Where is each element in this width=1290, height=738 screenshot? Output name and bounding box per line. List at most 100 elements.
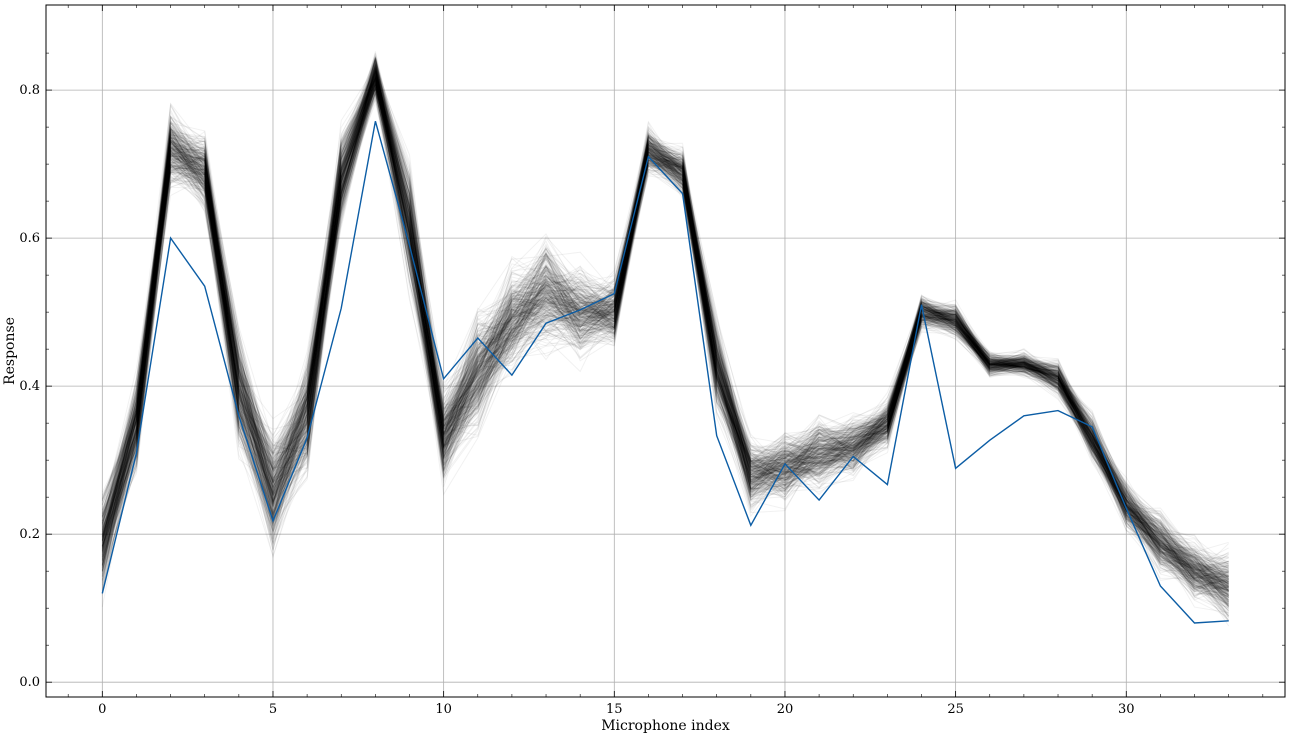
ensemble-line xyxy=(101,67,1229,565)
ensemble-line xyxy=(101,85,1230,622)
ensemble-line xyxy=(101,70,1230,611)
ensemble-line xyxy=(101,80,1229,592)
ensemble-line xyxy=(101,66,1229,565)
ensemble-line xyxy=(101,71,1229,572)
y-axis-label: Response xyxy=(2,317,18,385)
ensemble-line xyxy=(101,76,1230,605)
ensemble-line xyxy=(101,64,1229,571)
ensemble-line xyxy=(101,83,1229,572)
ensemble-line xyxy=(101,77,1230,599)
ensemble-line xyxy=(101,68,1229,585)
ensemble-line xyxy=(101,70,1230,591)
ensemble-line xyxy=(101,72,1229,597)
ensemble-line xyxy=(101,86,1229,601)
ensemble-line xyxy=(101,78,1230,588)
ensemble-line xyxy=(101,62,1230,578)
ensemble-line xyxy=(101,69,1230,606)
ensemble-line xyxy=(101,87,1229,579)
ensemble-line xyxy=(101,85,1229,560)
ensemble-line xyxy=(101,66,1229,575)
ensemble-line xyxy=(101,76,1230,581)
ensemble-line xyxy=(101,71,1229,592)
ensemble-line xyxy=(101,69,1229,589)
ensemble-line xyxy=(101,55,1229,588)
series-line xyxy=(101,121,1229,624)
ensemble-line xyxy=(101,73,1230,596)
ensemble-line xyxy=(101,79,1230,601)
ensemble-line xyxy=(101,82,1229,599)
ensemble-line xyxy=(101,76,1229,583)
ensemble-line xyxy=(101,79,1229,568)
ensemble-line xyxy=(101,86,1229,608)
y-tick-label: 0.0 xyxy=(19,675,40,690)
ensemble-line xyxy=(101,101,1229,595)
ensemble-line xyxy=(101,85,1229,579)
ensemble-line xyxy=(101,71,1229,587)
ensemble-line xyxy=(101,78,1230,606)
ensemble-line xyxy=(101,77,1229,585)
ensemble-line xyxy=(101,87,1230,614)
ensemble-line xyxy=(101,81,1229,589)
ensemble-line xyxy=(101,79,1229,576)
ensemble-line xyxy=(101,59,1229,593)
ensemble-line xyxy=(101,75,1229,569)
ensemble-line xyxy=(101,64,1229,592)
ensemble-line xyxy=(101,52,1229,581)
ensemble-line xyxy=(101,87,1229,599)
ensemble-line xyxy=(101,73,1229,569)
ensemble-line xyxy=(101,81,1229,592)
ensemble-line xyxy=(101,79,1229,589)
ensemble-line xyxy=(101,65,1229,577)
ensemble-line xyxy=(101,61,1230,586)
ensemble-line xyxy=(101,76,1229,595)
ensemble-line xyxy=(101,61,1229,578)
ensemble-line xyxy=(101,69,1229,590)
ensemble-line xyxy=(101,83,1229,591)
ensemble-line xyxy=(101,57,1229,553)
ensemble-line xyxy=(101,84,1229,587)
ensemble-line xyxy=(101,63,1229,598)
ensemble-line xyxy=(101,75,1229,605)
ensemble-line xyxy=(101,68,1229,567)
ensemble-line xyxy=(101,75,1229,582)
ensemble-line xyxy=(101,68,1229,590)
ensemble-line xyxy=(101,82,1229,583)
ensemble-line xyxy=(101,76,1229,586)
ensemble-line xyxy=(101,54,1229,583)
ensemble-line xyxy=(101,74,1229,588)
ensemble-line xyxy=(101,86,1229,567)
ensemble-line xyxy=(101,82,1230,602)
ensemble-line xyxy=(101,94,1229,580)
ensemble-line xyxy=(101,67,1229,559)
ensemble-line xyxy=(101,77,1229,571)
ensemble-line xyxy=(101,78,1229,592)
ensemble-line xyxy=(101,63,1229,583)
ensemble-line xyxy=(101,58,1229,572)
ensemble-line xyxy=(101,74,1229,599)
ensemble-line xyxy=(101,56,1229,594)
ensemble-line xyxy=(101,81,1229,572)
y-tick-label: 0.4 xyxy=(19,379,40,394)
ensemble-line xyxy=(101,69,1229,596)
ensemble-line xyxy=(101,88,1230,591)
ensemble-line xyxy=(101,73,1229,579)
ensemble-line xyxy=(101,57,1230,583)
ensemble-line xyxy=(101,90,1229,592)
ensemble-line xyxy=(101,51,1230,595)
ensemble-line xyxy=(101,83,1229,575)
ensemble-line xyxy=(101,86,1229,584)
ensemble-line xyxy=(101,76,1229,593)
ensemble-line xyxy=(101,91,1229,589)
ensemble-line xyxy=(101,97,1229,603)
ensemble-line xyxy=(101,74,1229,604)
ensemble-line xyxy=(101,67,1229,580)
ensemble-line xyxy=(101,65,1230,602)
ensemble-line xyxy=(101,92,1229,603)
ensemble-line xyxy=(101,65,1229,581)
ensemble-line xyxy=(101,84,1229,596)
ensemble-line xyxy=(101,62,1230,608)
ensemble-line xyxy=(101,84,1229,580)
ensemble-line xyxy=(101,66,1229,597)
ensemble-line xyxy=(101,77,1229,590)
ensemble-line xyxy=(101,76,1229,584)
